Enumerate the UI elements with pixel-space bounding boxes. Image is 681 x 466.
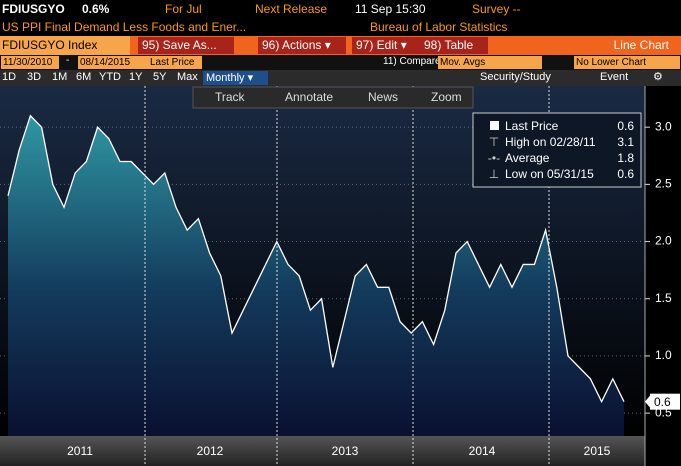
area — [8, 115, 624, 437]
chart-tool[interactable]: News — [368, 90, 398, 104]
chart: Track Annotate News Zoom0.51.01.52.02.53.02… — [0, 86, 680, 466]
line — [7, 114, 625, 404]
legend-label: Average — [505, 151, 550, 165]
quote-row: FDIUSGYO 0.6% For Jul Next Release 11 Se… — [0, 0, 681, 18]
chart-type[interactable]: Line Chart — [613, 38, 669, 52]
period-button[interactable]: 1Y — [129, 71, 143, 83]
x-tick-label: 2015 — [584, 444, 611, 458]
legend-value: 3.1 — [617, 135, 634, 149]
settings-icon[interactable]: ⚙ — [653, 71, 663, 83]
button[interactable]: 97) Edit ▾ — [352, 37, 420, 54]
description: US PPI Final Demand Less Foods and Ener.… — [2, 20, 247, 34]
security-study[interactable]: Security/Study — [480, 71, 551, 83]
source: Bureau of Labor Statistics — [370, 20, 508, 34]
button[interactable]: 96) Actions ▾ — [258, 37, 346, 54]
x-tick-label: 2011 — [67, 444, 93, 458]
security[interactable]: FDIUSGYO Index — [0, 36, 130, 55]
year-separators — [144, 86, 550, 466]
change: 0.6% — [82, 2, 110, 16]
chart-tool[interactable]: Track — [215, 90, 246, 104]
y-tick-label: 3.0 — [655, 119, 672, 133]
frequency[interactable]: Monthly ▾ — [203, 71, 268, 85]
x-tick-label: 2014 — [469, 444, 496, 458]
button[interactable]: 98) Table — [420, 37, 488, 54]
start-date[interactable]: 11/30/2010 — [1, 56, 59, 69]
legend-box — [472, 112, 642, 188]
period-button[interactable]: 5Y — [153, 71, 167, 83]
toolbar: FDIUSGYO Index 95) Save As... 96) Action… — [0, 36, 681, 55]
chart-tool[interactable]: Zoom — [431, 90, 462, 104]
mov-avgs[interactable]: Mov. Avgs — [438, 56, 542, 69]
period-button[interactable]: Max — [177, 71, 198, 83]
legend-swatch — [490, 121, 499, 130]
next-release-label: Next Release — [255, 2, 328, 16]
legend-icon: ⊥ — [489, 167, 499, 181]
period-button[interactable]: 3D — [27, 71, 42, 83]
release-time: 11 Sep 15:30 — [355, 2, 426, 16]
description-row: US PPI Final Demand Less Foods and Ener.… — [0, 18, 681, 36]
legend-value: 0.6 — [617, 119, 634, 133]
compare[interactable]: 11) Compare — [383, 56, 441, 67]
x-axis-band — [0, 436, 645, 466]
dash: - — [66, 55, 70, 66]
range-row: 11/30/2010 - 08/14/2015 Last Price 11) C… — [0, 55, 681, 70]
x-tick-label: 2012 — [197, 444, 224, 458]
field[interactable]: Last Price — [148, 56, 202, 69]
legend-icon: ⊤ — [489, 135, 499, 149]
last-value-label: 0.6 — [654, 395, 671, 409]
period-button[interactable]: 6M — [76, 71, 92, 83]
y-tick-label: 2.5 — [655, 177, 672, 191]
legend-label: Low on 05/31/15 — [505, 167, 594, 181]
period-button[interactable]: 1M — [52, 71, 68, 83]
chart-tool[interactable]: Annotate — [285, 90, 333, 104]
legend-label: High on 02/28/11 — [505, 135, 596, 149]
legend-value: 0.6 — [617, 167, 634, 181]
y-tick-label: 1.5 — [655, 291, 672, 305]
y-tick-label: 1.0 — [655, 348, 672, 362]
y-tick-label: 2.0 — [655, 234, 672, 248]
survey: Survey -- — [472, 2, 521, 16]
ticker: FDIUSGYO — [2, 2, 65, 16]
legend-icon: -•- — [488, 151, 500, 165]
period-row: Monthly ▾ Security/Study Event ⚙ 1D 3D 1M 6… — [0, 70, 681, 86]
last-value-box — [650, 393, 680, 410]
lower-chart[interactable]: No Lower Chart — [574, 56, 680, 69]
end-date[interactable]: 08/14/2015 — [78, 56, 148, 69]
legend-value: 1.8 — [617, 151, 634, 165]
period: For Jul — [165, 2, 202, 16]
button[interactable]: 95) Save As... — [138, 37, 234, 54]
legend-name: Last Price — [505, 119, 559, 133]
last-value-pointer — [645, 395, 650, 408]
event[interactable]: Event — [600, 71, 629, 83]
chart-toolbar — [192, 86, 474, 109]
period-button[interactable]: YTD — [99, 71, 121, 83]
x-tick-label: 2013 — [332, 444, 359, 458]
period-button[interactable]: 1D — [2, 71, 17, 83]
